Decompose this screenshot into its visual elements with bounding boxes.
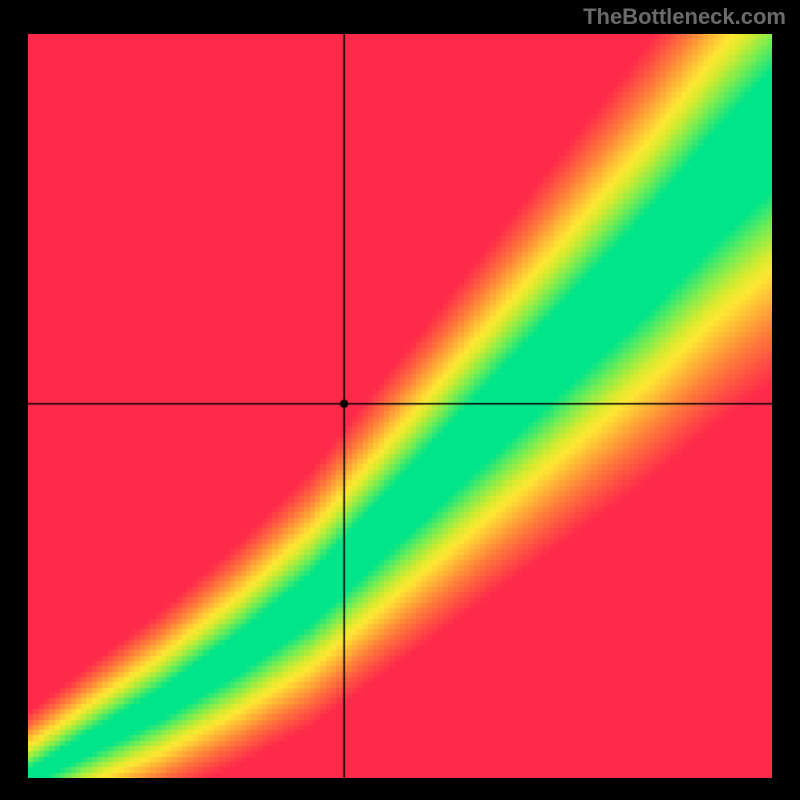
attribution-text: TheBottleneck.com: [583, 4, 786, 30]
bottleneck-heatmap: [28, 34, 772, 778]
figure-root: TheBottleneck.com: [0, 0, 800, 800]
